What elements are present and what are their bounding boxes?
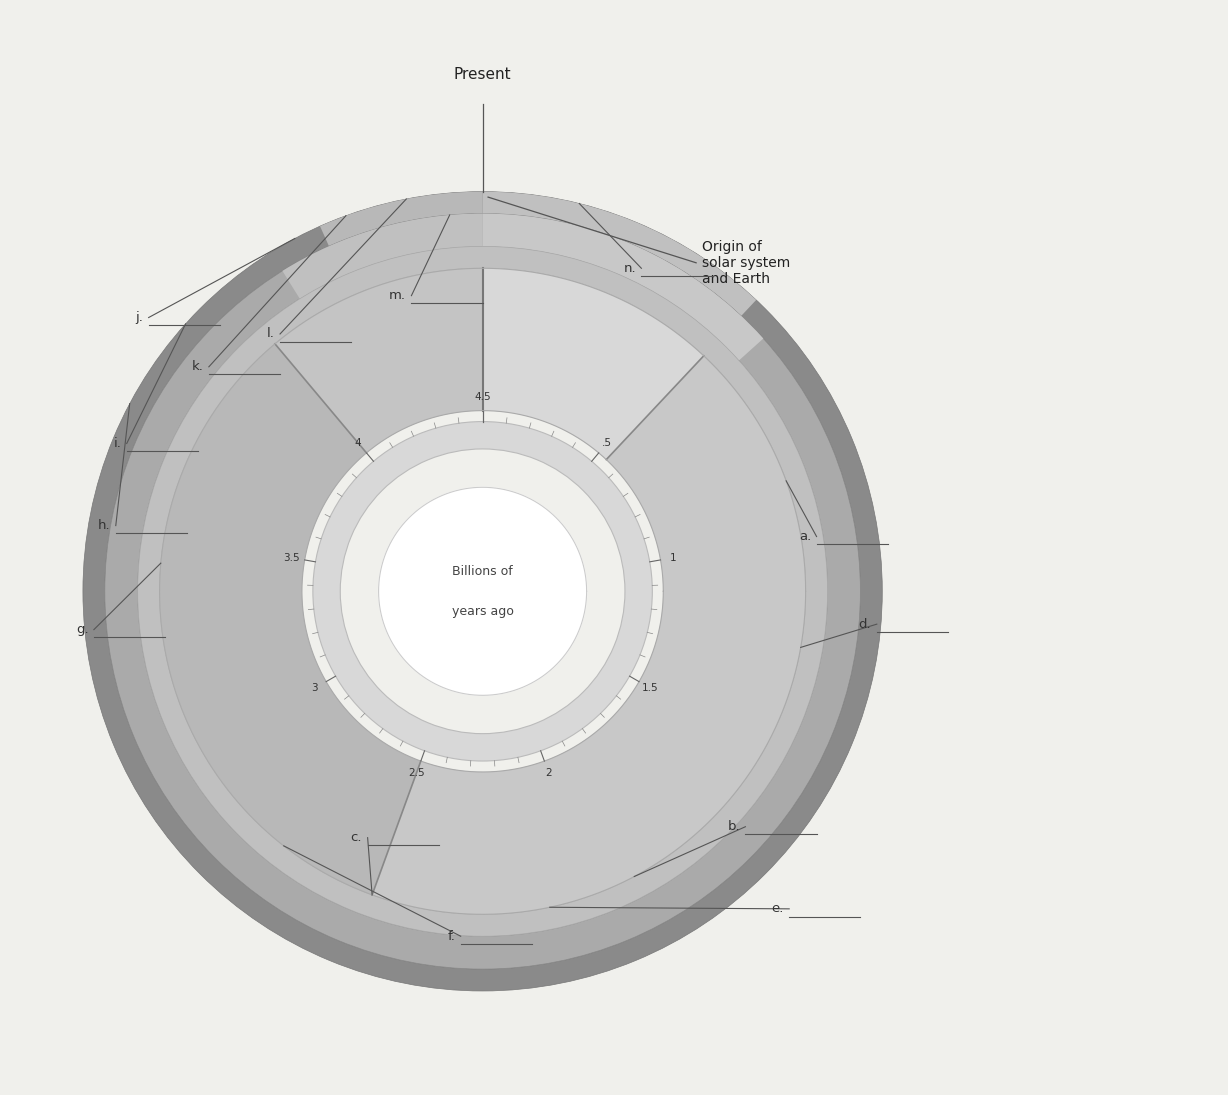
Text: 3: 3	[312, 683, 318, 693]
Wedge shape	[282, 214, 483, 299]
Text: 4.5: 4.5	[474, 392, 491, 403]
Text: c.: c.	[351, 831, 362, 844]
Text: 4: 4	[355, 438, 361, 448]
Text: f.: f.	[447, 930, 456, 943]
Wedge shape	[483, 268, 704, 460]
Text: e.: e.	[771, 902, 783, 915]
Wedge shape	[483, 214, 764, 360]
Wedge shape	[483, 192, 756, 316]
Wedge shape	[275, 268, 483, 453]
Wedge shape	[104, 214, 861, 969]
Wedge shape	[313, 422, 652, 761]
Text: l.: l.	[266, 327, 275, 341]
Circle shape	[378, 487, 587, 695]
Text: 2.5: 2.5	[408, 769, 425, 779]
Text: .5: .5	[602, 438, 613, 448]
Wedge shape	[372, 356, 806, 914]
Wedge shape	[84, 192, 882, 991]
Text: k.: k.	[192, 360, 204, 373]
Text: 3.5: 3.5	[284, 553, 300, 563]
Wedge shape	[160, 344, 421, 895]
Text: j.: j.	[135, 311, 144, 324]
Text: 2: 2	[545, 769, 553, 779]
Text: n.: n.	[624, 262, 636, 275]
Wedge shape	[138, 246, 828, 936]
Text: g.: g.	[76, 623, 88, 636]
Text: 1.5: 1.5	[642, 683, 658, 693]
Wedge shape	[321, 192, 483, 246]
Wedge shape	[160, 268, 806, 914]
Text: m.: m.	[389, 289, 406, 302]
Text: h.: h.	[98, 519, 111, 532]
Text: 1: 1	[670, 553, 677, 563]
Text: Present: Present	[454, 67, 511, 82]
Text: b.: b.	[727, 820, 740, 833]
Text: d.: d.	[858, 618, 872, 631]
Text: a.: a.	[799, 530, 812, 543]
Text: Origin of
solar system
and Earth: Origin of solar system and Earth	[701, 240, 790, 286]
Text: Billions of: Billions of	[452, 565, 513, 578]
Text: i.: i.	[113, 437, 122, 450]
Text: years ago: years ago	[452, 604, 513, 618]
